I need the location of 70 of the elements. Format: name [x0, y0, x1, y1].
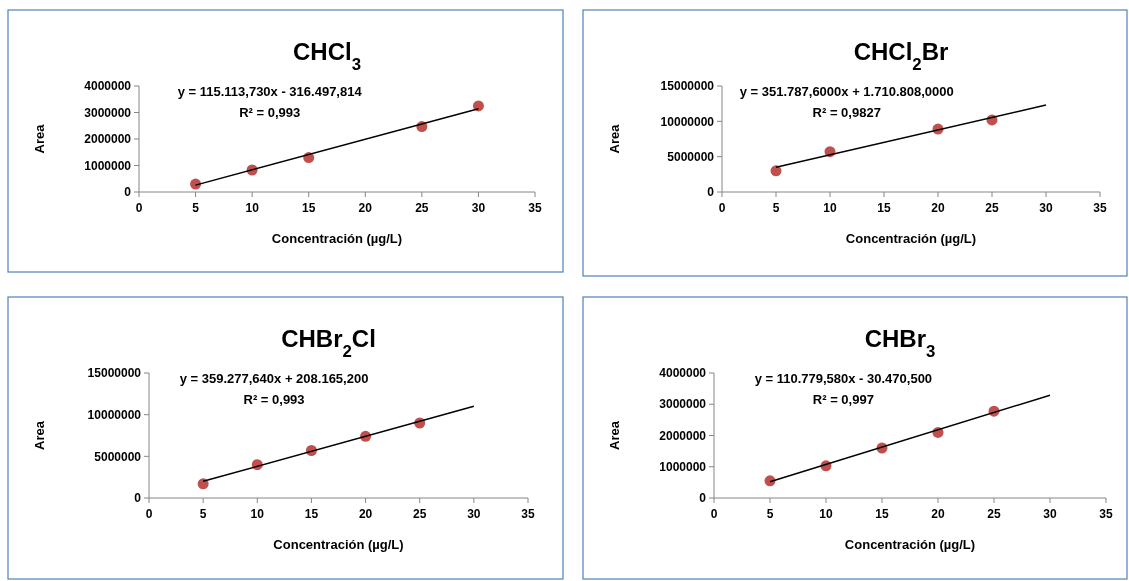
x-tick-label: 5 — [772, 201, 780, 215]
y-axis-title: Area — [32, 123, 47, 154]
y-axis-title: Area — [607, 123, 622, 154]
x-tick-label: 30 — [471, 201, 486, 215]
x-tick-label: 10 — [245, 201, 260, 215]
chart-title: CHBr$_{2}$Cl — [281, 325, 376, 361]
y-tick-label: 15000000 — [87, 366, 142, 381]
y-tick-label: 2000000 — [84, 132, 132, 147]
x-tick-label: 10 — [819, 507, 833, 521]
x-tick-label: 30 — [1039, 201, 1053, 215]
x-tick-label: 35 — [521, 507, 535, 521]
x-tick-label: 35 — [1093, 201, 1107, 215]
x-tick-label: 0 — [145, 507, 153, 521]
x-tick-label: 20 — [931, 507, 945, 521]
point — [197, 478, 209, 490]
y-tick-label: 0 — [124, 185, 132, 200]
x-axis-title: Concentración (µg/L) — [271, 231, 403, 246]
y-tick-label: 0 — [699, 491, 707, 506]
x-tick-label: 35 — [1099, 507, 1113, 521]
y-tick-label: 0 — [134, 491, 142, 506]
chart-title: CHCl$_{2}$Br — [853, 38, 949, 74]
x-tick-label: 25 — [413, 507, 427, 521]
y-tick-label: 4000000 — [659, 366, 707, 381]
x-tick-label: 5 — [192, 201, 200, 215]
x-axis-title: Concentración (µg/L) — [844, 537, 976, 552]
x-tick-label: 20 — [358, 201, 373, 215]
y-axis-title: Area — [32, 420, 47, 450]
annotation: R² = 0,993 — [243, 392, 305, 407]
y-tick-label: 3000000 — [659, 397, 707, 412]
y-axis-title: Area — [607, 420, 622, 450]
x-tick-label: 25 — [985, 201, 999, 215]
x-tick-label: 35 — [528, 201, 542, 215]
annotation: R² = 0,993 — [239, 105, 301, 120]
x-tick-label: 15 — [875, 507, 889, 521]
x-tick-label: 25 — [987, 507, 1001, 521]
x-tick-label: 20 — [358, 507, 373, 521]
x-tick-label: 25 — [415, 201, 429, 215]
x-tick-label: 15 — [302, 201, 316, 215]
y-tick-label: 5000000 — [94, 449, 142, 464]
y-tick-label: 1000000 — [84, 158, 132, 173]
y-tick-label: 10000000 — [660, 114, 715, 129]
y-tick-label: 2000000 — [659, 428, 707, 443]
y-tick-label: 3000000 — [84, 105, 132, 120]
chart-title: CHBr$_{3}$ — [864, 325, 936, 361]
x-axis-title: Concentración (µg/L) — [273, 537, 404, 552]
x-tick-label: 5 — [199, 507, 207, 521]
x-tick-label: 5 — [766, 507, 774, 521]
annotation: R² = 0,997 — [812, 392, 874, 407]
y-tick-label: 4000000 — [84, 79, 132, 94]
point — [472, 100, 484, 112]
annotation: y = 351.787,6000x + 1.710.808,0000 — [739, 84, 954, 99]
x-tick-label: 30 — [467, 507, 481, 521]
annotation: R² = 0,9827 — [812, 105, 881, 120]
x-tick-label: 10 — [823, 201, 837, 215]
y-tick-label: 15000000 — [660, 79, 715, 94]
x-tick-label: 10 — [250, 507, 265, 521]
annotation: y = 115.113,730x - 316.497,814 — [177, 84, 363, 99]
chart-title: CHCl$_{3}$ — [292, 38, 362, 74]
x-tick-label: 15 — [877, 201, 891, 215]
y-tick-label: 0 — [707, 185, 715, 200]
x-tick-label: 20 — [931, 201, 945, 215]
x-tick-label: 30 — [1043, 507, 1057, 521]
annotation: y = 110.779,580x - 30.470,500 — [754, 371, 933, 386]
y-tick-label: 10000000 — [87, 407, 142, 422]
y-tick-label: 1000000 — [659, 459, 707, 474]
y-tick-label: 5000000 — [667, 149, 715, 164]
x-axis-title: Concentración (µg/L) — [845, 231, 977, 246]
annotation: y = 359.277,640x + 208.165,200 — [179, 371, 369, 386]
x-tick-label: 15 — [304, 507, 319, 521]
x-tick-label: 0 — [718, 201, 726, 215]
